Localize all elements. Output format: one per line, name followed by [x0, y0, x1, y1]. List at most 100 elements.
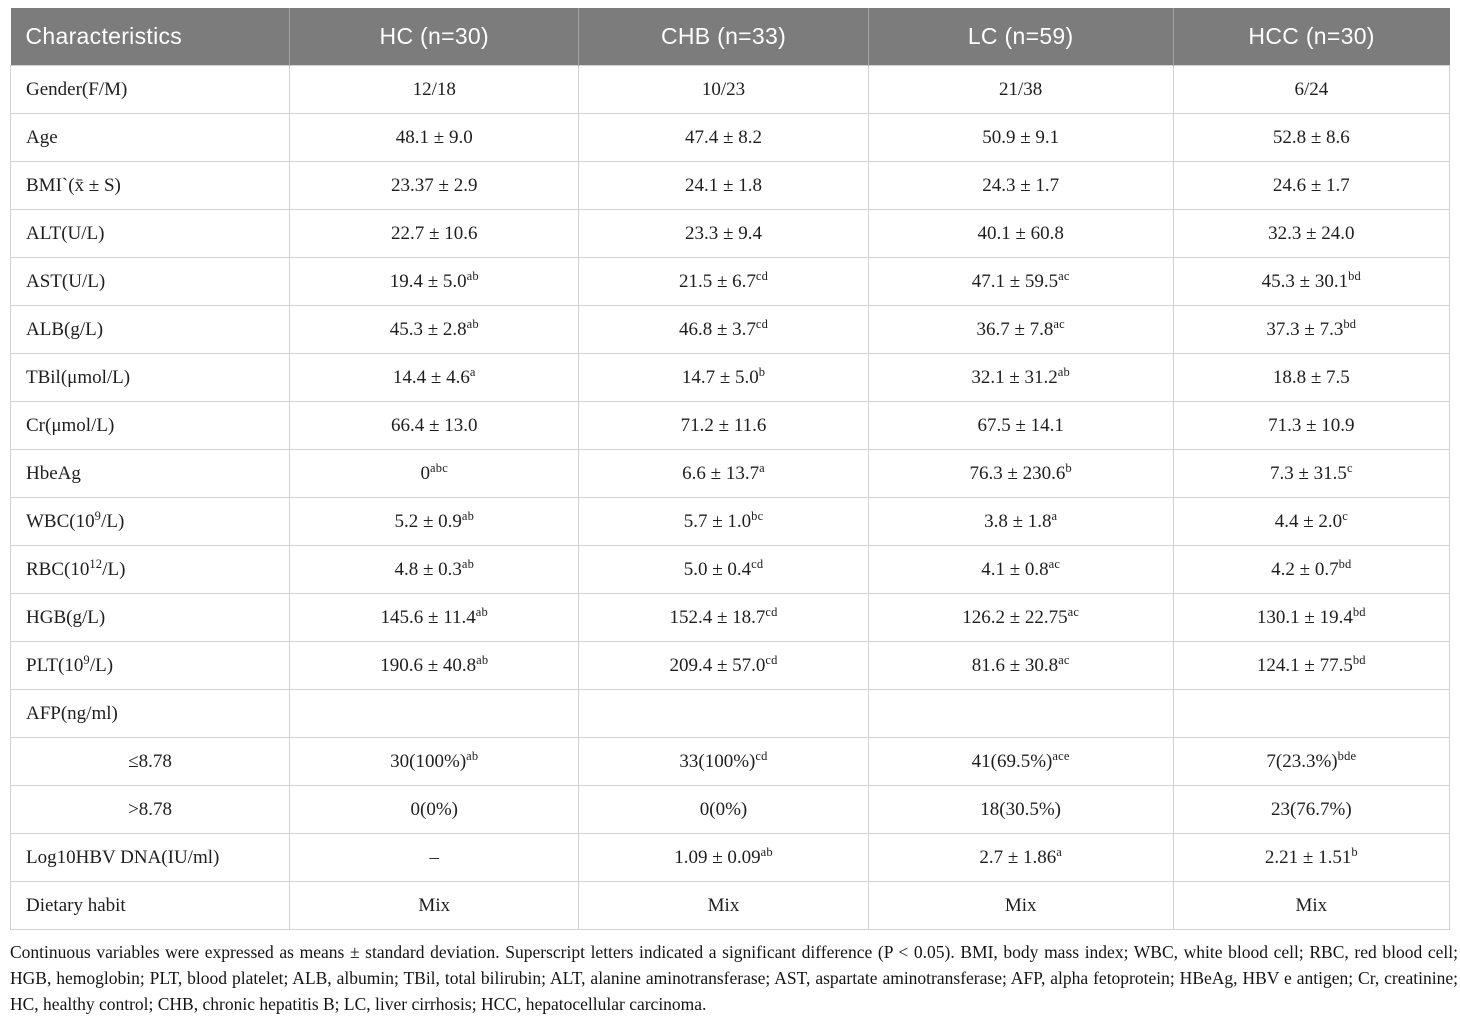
value-cell: 32.1 ± 31.2ab: [867, 353, 1174, 402]
significance-superscript: 9: [83, 652, 90, 667]
value-cell: 23(76.7%): [1172, 785, 1451, 834]
value-cell: 0(0%): [578, 785, 869, 834]
significance-superscript: a: [759, 460, 765, 475]
significance-superscript: ab: [461, 556, 475, 571]
table-row: PLT(109/L) 190.6 ± 40.8ab 209.4 ± 57.0cd 81…: [9, 641, 1451, 690]
significance-superscript: ac: [1058, 652, 1070, 667]
value-cell: Mix: [1172, 881, 1451, 930]
table-row: AFP(ng/ml): [9, 689, 1451, 738]
table-row: RBC(1012/L) 4.8 ± 0.3ab 5.0 ± 0.4cd 4.1 ± 0…: [9, 545, 1451, 594]
significance-superscript: cd: [765, 652, 778, 667]
significance-superscript: ab: [466, 268, 479, 283]
row-label: ALT(U/L): [9, 209, 291, 258]
value-cell: [867, 689, 1174, 738]
significance-superscript: cd: [751, 556, 764, 571]
value-cell: 18.8 ± 7.5: [1172, 353, 1451, 402]
row-label: HbeAg: [9, 449, 291, 498]
value-cell: 126.2 ± 22.75ac: [867, 593, 1174, 642]
table-row: HGB(g/L) 145.6 ± 11.4ab 152.4 ± 18.7cd 126.…: [9, 593, 1451, 642]
significance-superscript: b: [1351, 844, 1358, 859]
table-row: ALT(U/L) 22.7 ± 10.6 23.3 ± 9.4 40.1 ± 60.8…: [9, 209, 1451, 258]
table-row: Cr(μmol/L) 66.4 ± 13.0 71.2 ± 11.6 67.5 ± 1…: [9, 401, 1451, 450]
value-cell: 14.7 ± 5.0b: [578, 353, 869, 402]
value-cell: 40.1 ± 60.8: [867, 209, 1174, 258]
significance-superscript: ab: [461, 508, 475, 523]
column-header-group: HCC (n=30): [1172, 8, 1450, 66]
significance-superscript: ab: [760, 844, 773, 859]
value-cell: 7.3 ± 31.5c: [1172, 449, 1451, 498]
value-cell: 47.4 ± 8.2: [578, 113, 869, 162]
column-header-group: LC (n=59): [867, 8, 1174, 66]
significance-superscript: bd: [1338, 556, 1352, 571]
column-header-group: HC (n=30): [289, 8, 579, 66]
value-cell: 4.8 ± 0.3ab: [289, 545, 580, 594]
significance-superscript: cd: [755, 268, 769, 283]
row-label: HGB(g/L): [9, 593, 291, 642]
value-cell: 45.3 ± 30.1bd: [1172, 257, 1451, 306]
significance-superscript: c: [1346, 460, 1353, 475]
value-cell: Mix: [289, 881, 580, 930]
value-cell: 33(100%)cd: [578, 737, 869, 786]
value-cell: 36.7 ± 7.8ac: [867, 305, 1174, 354]
row-label: RBC(1012/L): [9, 545, 291, 594]
significance-superscript: bd: [1348, 268, 1362, 283]
value-cell: 37.3 ± 7.3bd: [1172, 305, 1451, 354]
significance-superscript: cd: [755, 748, 768, 763]
table-footnote: Continuous variables were expressed as m…: [10, 942, 1458, 1014]
value-cell: 3.8 ± 1.8a: [867, 497, 1174, 546]
value-cell: 50.9 ± 9.1: [867, 113, 1174, 162]
patient-characteristics-table: Characteristics HC (n=30) CHB (n=33) LC (n=…: [9, 8, 1451, 930]
significance-superscript: bc: [751, 508, 764, 523]
significance-superscript: ab: [466, 748, 479, 763]
value-cell: 2.21 ± 1.51b: [1172, 833, 1451, 882]
row-label: TBil(μmol/L): [9, 353, 291, 402]
value-cell: 66.4 ± 13.0: [289, 401, 580, 450]
significance-superscript: 12: [89, 556, 103, 571]
value-cell: 209.4 ± 57.0cd: [578, 641, 869, 690]
value-cell: 5.0 ± 0.4cd: [578, 545, 869, 594]
value-cell: 6.6 ± 13.7a: [578, 449, 869, 498]
table-row: Gender(F/M) 12/18 10/23 21/38 6/24: [9, 65, 1451, 114]
value-cell: Mix: [578, 881, 869, 930]
significance-superscript: ab: [1057, 364, 1070, 379]
value-cell: 4.4 ± 2.0c: [1172, 497, 1451, 546]
value-cell: 5.7 ± 1.0bc: [578, 497, 869, 546]
significance-superscript: ace: [1052, 748, 1070, 763]
significance-superscript: b: [1065, 460, 1072, 475]
significance-superscript: bd: [1352, 652, 1366, 667]
value-cell: 1.09 ± 0.09ab: [578, 833, 869, 882]
significance-superscript: abc: [430, 460, 448, 475]
significance-superscript: cd: [755, 316, 769, 331]
row-label: ALB(g/L): [9, 305, 291, 354]
table-row: AST(U/L) 19.4 ± 5.0ab 21.5 ± 6.7cd 47.1 ± 5…: [9, 257, 1451, 306]
row-label: AFP(ng/ml): [9, 689, 291, 738]
table-body: Gender(F/M) 12/18 10/23 21/38 6/24 Age 48.1 ± …: [9, 65, 1451, 930]
value-cell: 22.7 ± 10.6: [289, 209, 580, 258]
value-cell: 124.1 ± 77.5bd: [1172, 641, 1451, 690]
value-cell: 7(23.3%)bde: [1172, 737, 1451, 786]
value-cell: 14.4 ± 4.6a: [289, 353, 580, 402]
significance-superscript: bde: [1337, 748, 1357, 763]
value-cell: 67.5 ± 14.1: [867, 401, 1174, 450]
value-cell: 23.3 ± 9.4: [578, 209, 869, 258]
table-row: HbeAg 0abc 6.6 ± 13.7a 76.3 ± 230.6b 7.3 ± 3…: [9, 449, 1451, 498]
significance-superscript: bd: [1352, 604, 1366, 619]
value-cell: 30(100%)ab: [289, 737, 580, 786]
significance-superscript: bd: [1343, 316, 1357, 331]
value-cell: 24.3 ± 1.7: [867, 161, 1174, 210]
value-cell: 19.4 ± 5.0ab: [289, 257, 580, 306]
significance-superscript: a: [469, 364, 476, 379]
row-label: Cr(μmol/L): [9, 401, 291, 450]
value-cell: 152.4 ± 18.7cd: [578, 593, 869, 642]
row-label: ≤8.78: [9, 737, 291, 786]
significance-superscript: ab: [476, 652, 489, 667]
table-row: TBil(μmol/L) 14.4 ± 4.6a 14.7 ± 5.0b 32.1 ±…: [9, 353, 1451, 402]
table-row: BMI`(x̄ ± S) 23.37 ± 2.9 24.1 ± 1.8 24.3 ± …: [9, 161, 1451, 210]
value-cell: 23.37 ± 2.9: [289, 161, 580, 210]
significance-superscript: ac: [1067, 604, 1080, 619]
table-row: Age 48.1 ± 9.0 47.4 ± 8.2 50.9 ± 9.1 52.8 ± …: [9, 113, 1451, 162]
value-cell: 145.6 ± 11.4ab: [289, 593, 580, 642]
table-row: Log10HBV DNA(IU/ml) –1.09 ± 0.09ab 2.7 ± 1…: [9, 833, 1451, 882]
significance-superscript: a: [1056, 844, 1062, 859]
